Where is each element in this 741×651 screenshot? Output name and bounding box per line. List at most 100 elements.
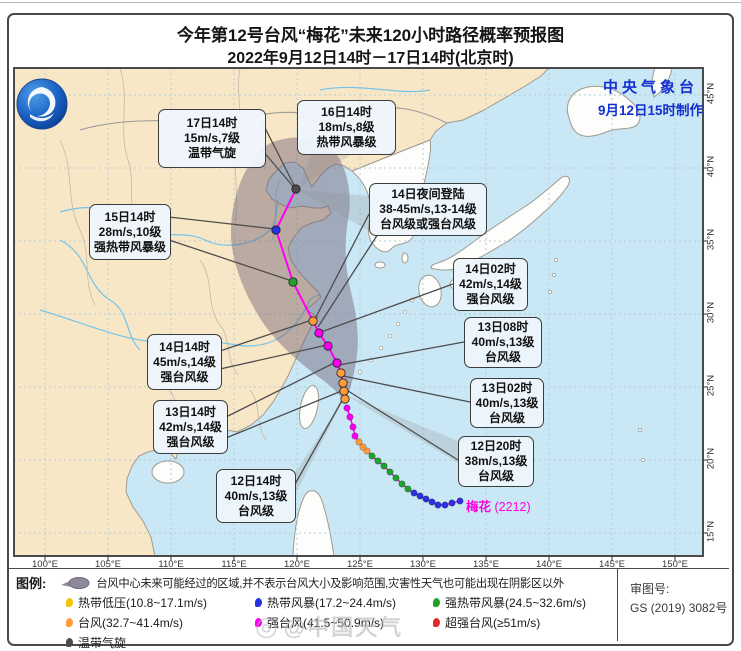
history-track-point (441, 501, 449, 509)
history-track-point (368, 452, 376, 460)
callout-line: 42m/s,14级 (159, 419, 222, 434)
watermark-text: @中国天气 (283, 615, 404, 640)
sakhalin (651, 68, 673, 98)
leader-line (261, 149, 298, 192)
forecast-track-point (308, 316, 318, 326)
hainan (151, 460, 185, 484)
legend-color-dot (433, 598, 440, 607)
callout-t14-night: 14日夜间登陆 38-45m/s,13-14级 台风级或强台风级 (369, 183, 487, 236)
callout-line: 28m/s,10级 (98, 224, 162, 239)
leader-line (168, 216, 276, 230)
callout-line: 温带气旋 (187, 146, 236, 160)
legend-item-label: 热带低压(10.8~17.1m/s) (78, 596, 208, 610)
legend-title: 图例: (16, 576, 47, 591)
legend-color-dot (66, 598, 73, 607)
callout-line: 13日02时 (481, 380, 533, 395)
callout-t13-02: 13日02时 40m/s,13级 台风级 (470, 378, 544, 428)
history-track-point (428, 498, 436, 506)
forecast-track-point (271, 225, 281, 235)
leader-wedge (298, 154, 352, 189)
history-track-point (398, 480, 406, 488)
callout-line: 15m/s,7级 (183, 131, 241, 145)
leader-wedge (298, 190, 369, 231)
leader-line (219, 319, 313, 352)
forecast-track-point (314, 328, 324, 338)
callout-line: 38m/s,13级 (464, 454, 528, 468)
top-divider (0, 2, 741, 3)
callout-t15-14: 15日14时 28m/s,10级 强热带风暴级 (89, 204, 171, 260)
watermark: ◎ @中国天气 (255, 610, 403, 642)
leader-line (338, 341, 465, 366)
callout-t13-08: 13日08时 40m/s,13级 台风级 (464, 317, 542, 368)
callout-line: 14日夜间登陆 (391, 187, 465, 201)
forecast-track-point (340, 394, 350, 404)
legend-color-dot (255, 618, 262, 627)
approval-label: 审图号: (630, 582, 670, 596)
leader-line (314, 213, 370, 320)
legend-item-label: 强台风(41.5~50.9m/s) (267, 616, 385, 630)
watermark-logo-icon: ◎ (255, 610, 280, 641)
history-track-point (422, 495, 430, 503)
legend-item: 热带风暴(17.2~24.4m/s) (255, 594, 433, 611)
legend-item-label: 超强台风(≥51m/s) (445, 616, 541, 630)
history-track-point (386, 468, 394, 476)
callout-line: 台风级或强台风级 (379, 217, 476, 231)
typhoon-name-text: 梅花 (466, 500, 492, 514)
callout-t14-14: 14日14时 45m/s,14级 强台风级 (147, 334, 222, 390)
history-track-point (416, 492, 424, 500)
callout-line: 12日14时 (230, 473, 282, 488)
legend-color-dot (433, 618, 440, 627)
jeju-island (374, 261, 386, 269)
legend-item: 热带低压(10.8~17.1m/s) (66, 594, 255, 611)
callout-line: 台风级 (237, 503, 274, 518)
callout-line: 40m/s,13级 (224, 488, 288, 503)
callout-line: 台风级 (484, 350, 521, 364)
legend-item-label: 台风(32.7~41.4m/s) (78, 616, 184, 630)
page-subtitle: 2022年9月12日14时－17日14时(北京时) (227, 50, 514, 67)
leader-line (342, 375, 471, 403)
japan-hokkaido (566, 85, 641, 137)
forecast-track-point (338, 378, 348, 388)
callout-line: 14日02时 (465, 262, 516, 276)
history-track-line (346, 407, 461, 506)
legend-color-dot (255, 598, 262, 607)
callout-line: 强台风级 (166, 434, 215, 449)
legend-item-label: 温带气旋 (78, 636, 127, 650)
legend-divider (8, 568, 729, 569)
probability-region-icon (61, 576, 90, 589)
leader-line (225, 389, 345, 439)
legend-item: 强台风(41.5~50.9m/s) (255, 614, 433, 631)
typhoon-number-text: (2212) (494, 500, 531, 514)
history-track-point (392, 474, 400, 482)
history-track-point (346, 413, 354, 421)
callout-t17-14: 17日14时 15m/s,7级 温带气旋 (158, 109, 266, 168)
callout-line: 17日14时 (186, 116, 238, 130)
leader-line (320, 283, 454, 333)
leader-line (293, 396, 345, 487)
leader-line (219, 344, 328, 370)
map-frame (13, 67, 704, 557)
forecast-track-point (323, 341, 333, 351)
callout-t14-02: 14日02时 42m/s,14级 强台风级 (453, 258, 528, 311)
leader-wedges (294, 154, 458, 497)
legend: 图例: 台风中心未来可能经过的区域,并不表示台风大小及影响范围,灾害性天气也可能… (16, 573, 612, 651)
typhoon-name-label: 梅花 (2212) (466, 496, 531, 515)
forecast-track-point (332, 358, 342, 368)
axis-ticks (44, 94, 708, 561)
leader-line (225, 361, 337, 418)
legend-item-label: 热带风暴(17.2~24.4m/s) (267, 596, 397, 610)
history-track-point (456, 497, 464, 505)
legend-item-label: 强热带风暴(24.5~32.6m/s) (445, 596, 587, 610)
callout-line: 12日20时 (470, 439, 522, 453)
forecast-track-point (336, 368, 346, 378)
legend-item: 强热带风暴(24.5~32.6m/s) (433, 594, 612, 611)
legend-item: 台风(32.7~41.4m/s) (66, 614, 255, 631)
history-track-point (349, 423, 357, 431)
forecast-track-point (291, 184, 301, 194)
agency-name: 中央气象台 (602, 79, 698, 96)
approval-number-box: 审图号: GS (2019) 3082号 (630, 580, 727, 618)
history-track-point (380, 462, 388, 470)
callout-line: 45m/s,14级 (153, 354, 216, 369)
page-title: 今年第12号台风“梅花”未来120小时路径概率预报图 (176, 26, 565, 45)
